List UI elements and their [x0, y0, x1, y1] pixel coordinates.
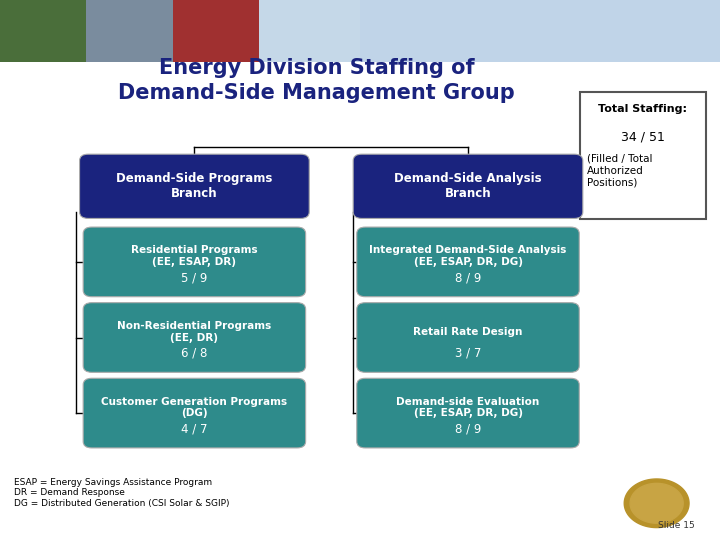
- Bar: [580, 92, 706, 219]
- Text: Demand-side Evaluation
(EE, ESAP, DR, DG): Demand-side Evaluation (EE, ESAP, DR, DG…: [397, 396, 539, 418]
- Text: Demand-Side Analysis
Branch: Demand-Side Analysis Branch: [394, 172, 542, 200]
- Text: Integrated Demand-Side Analysis
(EE, ESAP, DR, DG): Integrated Demand-Side Analysis (EE, ESA…: [369, 245, 567, 267]
- Bar: [86, 0, 173, 62]
- Bar: [173, 0, 259, 62]
- FancyBboxPatch shape: [84, 378, 306, 448]
- FancyBboxPatch shape: [354, 154, 583, 218]
- Text: (Filled / Total
Authorized
Positions): (Filled / Total Authorized Positions): [587, 154, 652, 187]
- Text: 5 / 9: 5 / 9: [181, 271, 207, 284]
- FancyBboxPatch shape: [357, 378, 579, 448]
- FancyBboxPatch shape: [84, 302, 306, 373]
- Text: Non-Residential Programs
(EE, DR): Non-Residential Programs (EE, DR): [117, 321, 271, 342]
- Polygon shape: [630, 483, 683, 523]
- Text: 6 / 8: 6 / 8: [181, 347, 207, 360]
- Bar: [259, 0, 360, 62]
- Text: 8 / 9: 8 / 9: [455, 422, 481, 435]
- FancyBboxPatch shape: [357, 227, 579, 297]
- FancyBboxPatch shape: [357, 302, 579, 373]
- Text: Total Staffing:: Total Staffing:: [598, 104, 687, 114]
- FancyBboxPatch shape: [80, 154, 310, 218]
- Text: Energy Division Staffing of: Energy Division Staffing of: [159, 57, 474, 78]
- Text: Slide 15: Slide 15: [658, 521, 695, 530]
- Text: Customer Generation Programs
(DG): Customer Generation Programs (DG): [102, 396, 287, 418]
- Text: 4 / 7: 4 / 7: [181, 422, 207, 435]
- Text: Retail Rate Design: Retail Rate Design: [413, 327, 523, 337]
- Text: ESAP = Energy Savings Assistance Program
DR = Demand Response
DG = Distributed G: ESAP = Energy Savings Assistance Program…: [14, 478, 230, 508]
- Text: 34 / 51: 34 / 51: [621, 131, 665, 144]
- FancyBboxPatch shape: [84, 227, 306, 297]
- Text: Demand-Side Management Group: Demand-Side Management Group: [118, 83, 516, 103]
- Text: Residential Programs
(EE, ESAP, DR): Residential Programs (EE, ESAP, DR): [131, 245, 258, 267]
- Text: 8 / 9: 8 / 9: [455, 271, 481, 284]
- Bar: [0, 0, 86, 62]
- Text: Demand-Side Programs
Branch: Demand-Side Programs Branch: [116, 172, 273, 200]
- Polygon shape: [624, 479, 689, 528]
- Text: 3 / 7: 3 / 7: [455, 347, 481, 360]
- Bar: [0, 0, 720, 62]
